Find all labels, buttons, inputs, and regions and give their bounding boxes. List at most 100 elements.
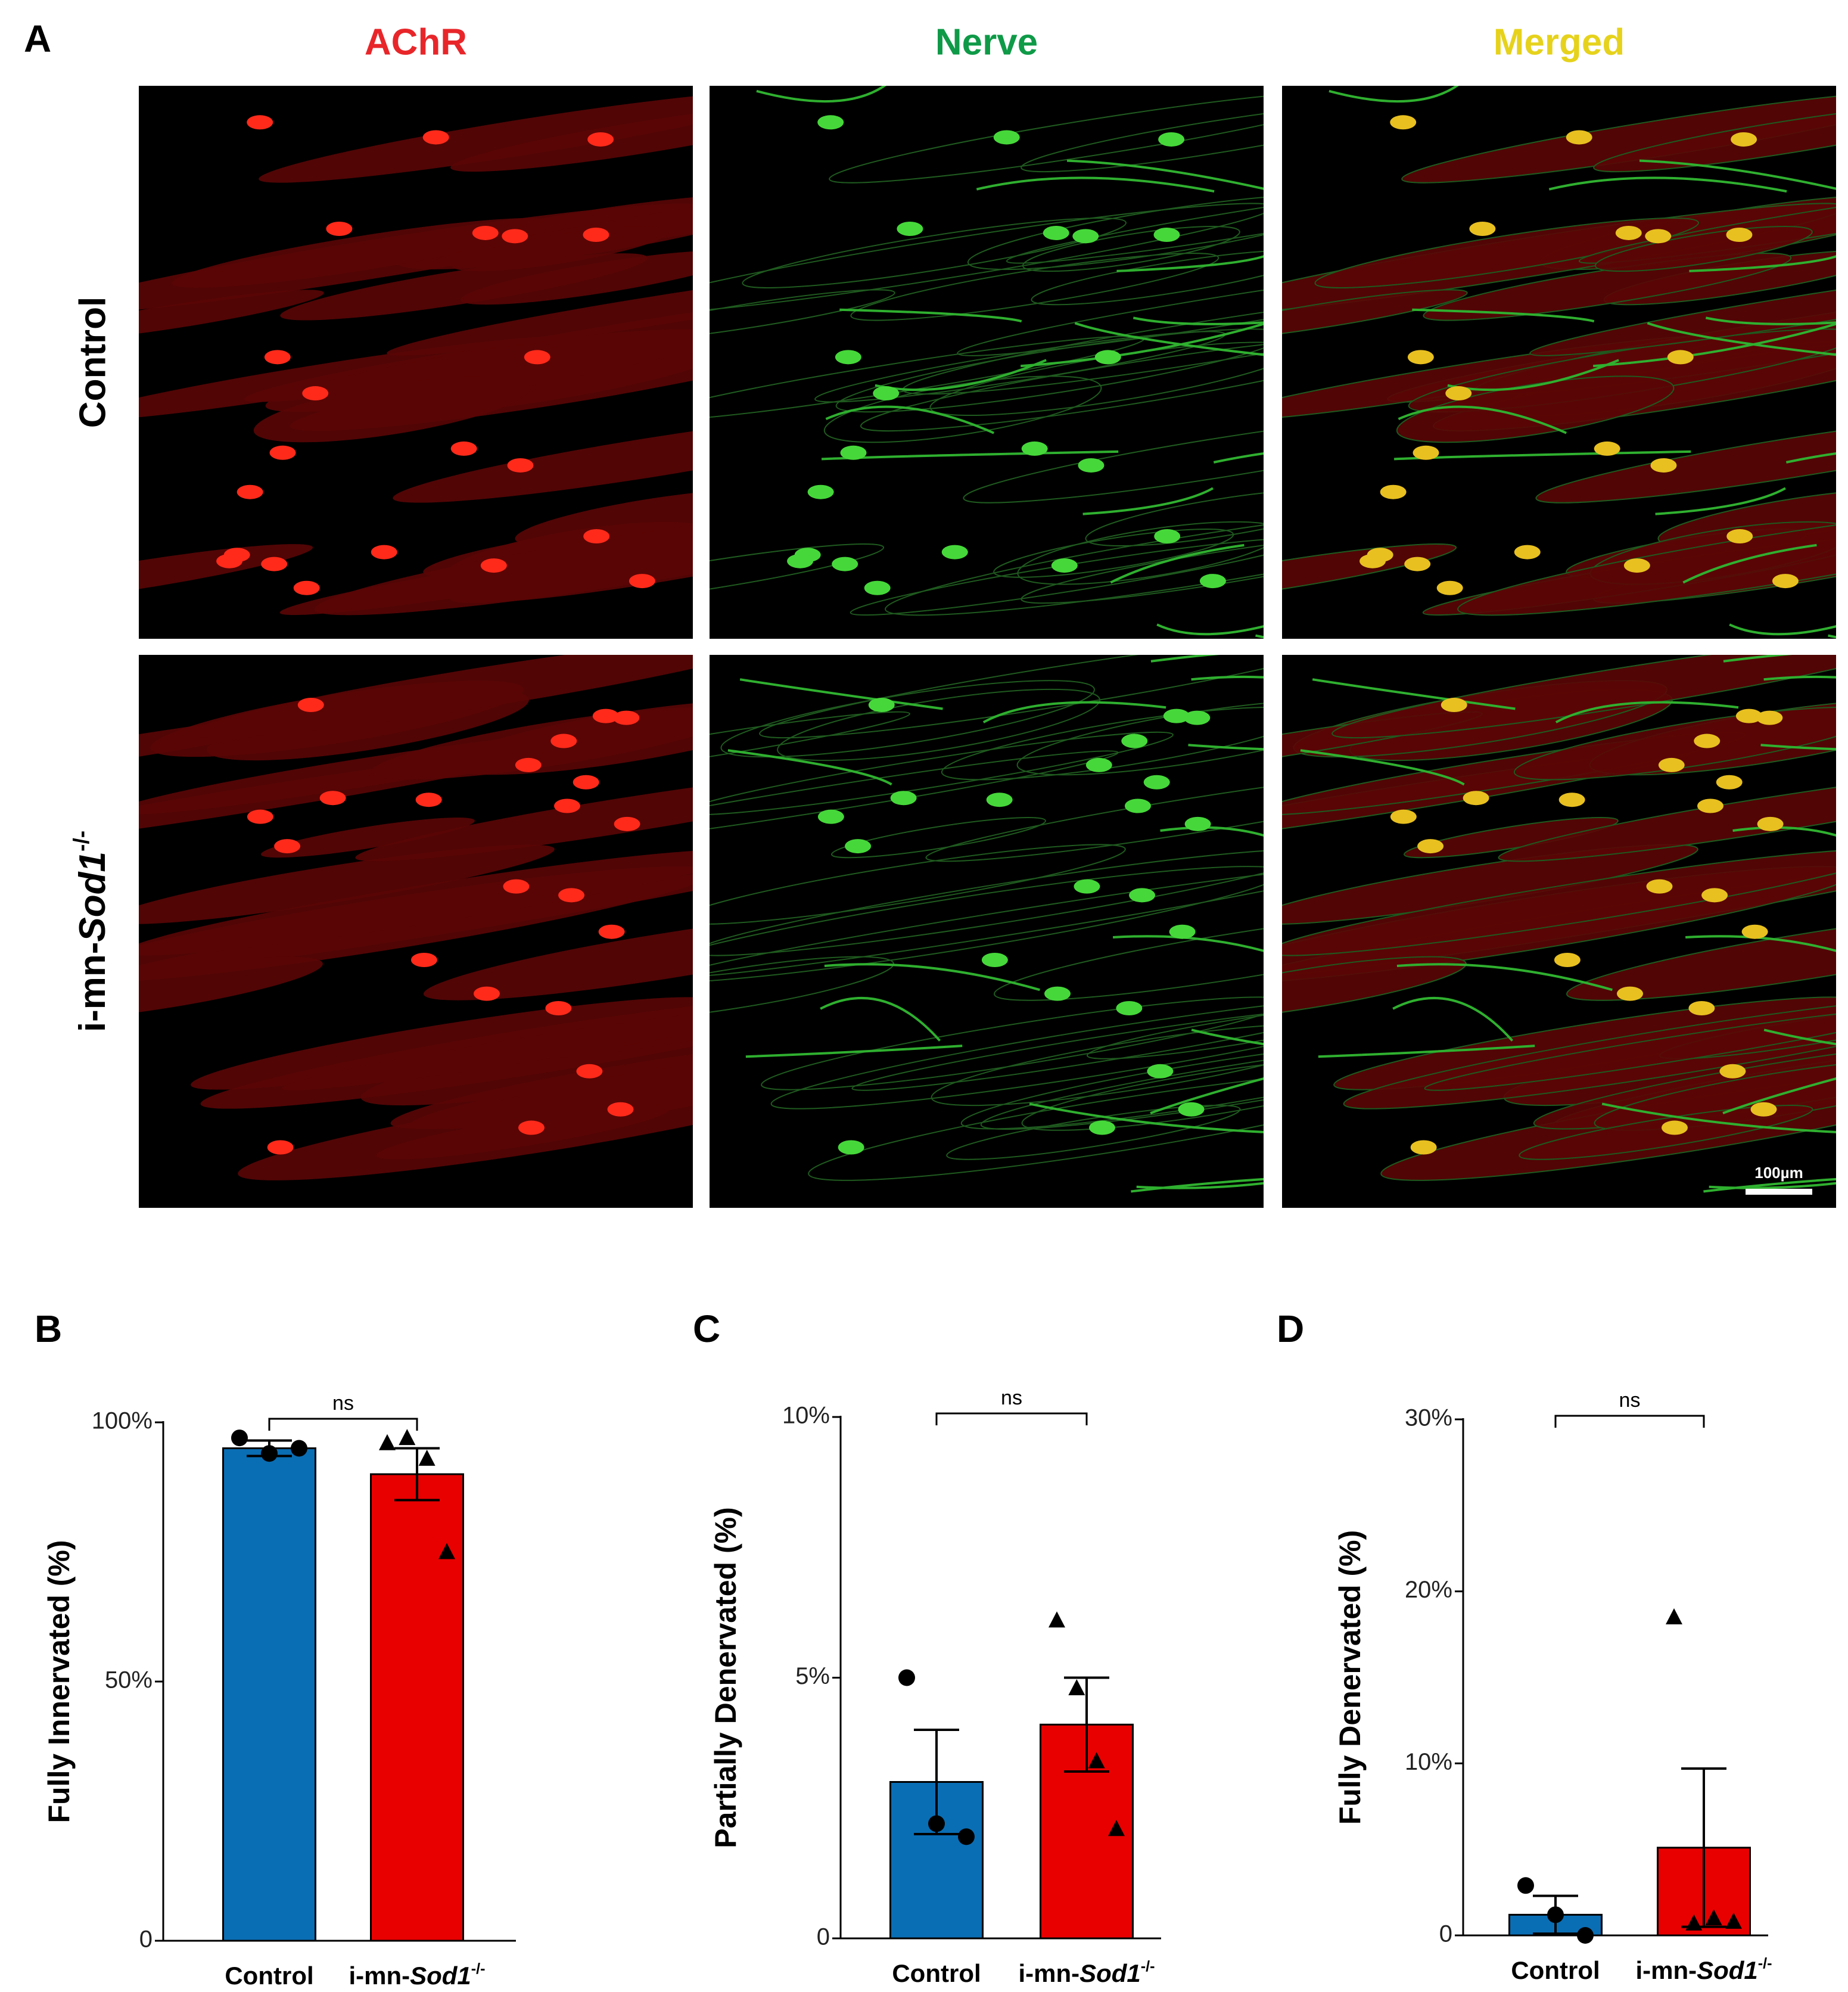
significance-label: ns: [332, 1392, 354, 1415]
fibre-outline: [742, 217, 1127, 288]
nerve: [1156, 623, 1264, 636]
fibre-outline: [710, 289, 895, 341]
panel-label: B: [35, 1307, 62, 1350]
endplate: [1558, 793, 1585, 807]
nerve: [1110, 543, 1245, 584]
nerve: [1763, 675, 1836, 681]
endplate: [558, 888, 585, 903]
data-point: [898, 1669, 915, 1686]
fibre-outline: [1282, 289, 1468, 341]
endplate: [587, 132, 614, 147]
endplate: [1735, 708, 1762, 723]
nerve: [745, 1045, 963, 1058]
endplate: [845, 839, 872, 854]
data-point: [1049, 1611, 1065, 1628]
endplate: [613, 710, 640, 725]
endplate: [941, 545, 968, 560]
endplate: [507, 458, 534, 473]
fibre-outline: [1566, 910, 1836, 1001]
endplate: [629, 574, 655, 589]
endplate: [1078, 458, 1105, 473]
fibre-outline: [761, 996, 1264, 1090]
endplate: [583, 228, 609, 243]
endplate: [1410, 1140, 1437, 1155]
fibre-outline: [1331, 655, 1836, 739]
endplate: [583, 529, 610, 543]
fibre-outline: [1519, 1105, 1813, 1160]
y-tick-label: 30%: [1405, 1405, 1452, 1431]
x-tick-label: Control: [892, 1959, 981, 1987]
endplate: [472, 225, 499, 240]
endplate: [371, 545, 397, 560]
fibre-outline: [963, 412, 1264, 504]
muscle-fibre: [1282, 849, 1836, 956]
endplate: [1756, 710, 1783, 725]
nerve: [739, 678, 943, 710]
fibre-outline: [1021, 102, 1264, 173]
panel-label: C: [693, 1307, 720, 1350]
nerve: [727, 749, 892, 786]
endplate: [817, 809, 844, 824]
micrograph-content: [1282, 86, 1836, 639]
nerve: [1113, 935, 1264, 952]
panel-label: A: [24, 17, 51, 60]
muscle-fibre: [280, 253, 648, 321]
endplate: [1413, 445, 1439, 460]
fibre-outline: [1343, 994, 1836, 1110]
data-point: [379, 1434, 396, 1450]
data-point: [261, 1445, 278, 1462]
muscle-fibre: [451, 1058, 693, 1130]
endplate: [1169, 924, 1196, 939]
nerve: [1396, 963, 1613, 992]
muscle-fibre: [1595, 226, 1812, 272]
endplate: [1514, 545, 1541, 560]
endplate: [1615, 225, 1642, 240]
endplate: [293, 580, 320, 595]
panel-label: D: [1277, 1307, 1304, 1350]
y-tick-label: 0: [817, 1924, 830, 1950]
endplate: [1469, 222, 1496, 237]
significance-label: ns: [1619, 1389, 1641, 1412]
data-point: [1666, 1608, 1682, 1624]
endplate: [1390, 809, 1417, 824]
y-tick-label: 50%: [105, 1667, 153, 1693]
endplate: [1407, 350, 1434, 365]
endplate: [1436, 580, 1463, 595]
endplate: [326, 222, 353, 237]
endplate: [614, 816, 640, 831]
fibre-outline: [710, 543, 885, 607]
micrograph-content: [139, 655, 693, 1180]
fibre-outline: [946, 1105, 1241, 1160]
nerve: [1555, 701, 1739, 723]
fibre-outline: [710, 866, 1264, 978]
fibre-outline: [1404, 817, 1619, 859]
endplate: [415, 793, 442, 807]
endplate: [1701, 888, 1728, 903]
endplate: [993, 130, 1020, 145]
endplate: [302, 386, 329, 401]
endplate: [269, 445, 296, 460]
x-tick-label: i-mn-Sod1-/-: [1635, 1955, 1772, 1984]
fibre-outline: [851, 1008, 1264, 1091]
row-label: i-mn-Sod1-/-: [69, 831, 114, 1032]
endplate: [1094, 350, 1121, 365]
micrograph: [1282, 86, 1836, 639]
scale-bar: [1746, 1189, 1812, 1195]
endplate: [1085, 757, 1112, 772]
endplate: [503, 879, 530, 894]
fibre-outline: [759, 655, 1264, 739]
data-point: [928, 1815, 945, 1832]
micrograph: [1282, 655, 1836, 1208]
fibre-outline: [1513, 706, 1836, 781]
nerve: [1763, 1028, 1836, 1046]
fibre-outline: [931, 1023, 1264, 1107]
significance-bracket: [268, 1418, 418, 1431]
fibre-outline: [980, 1037, 1264, 1130]
endplate: [1147, 1064, 1174, 1079]
muscle-fibre: [1315, 218, 1699, 288]
y-tick-label: 0: [139, 1926, 153, 1953]
data-point: [399, 1429, 416, 1446]
endplate: [1051, 558, 1078, 573]
fibre-outline: [710, 849, 1264, 956]
